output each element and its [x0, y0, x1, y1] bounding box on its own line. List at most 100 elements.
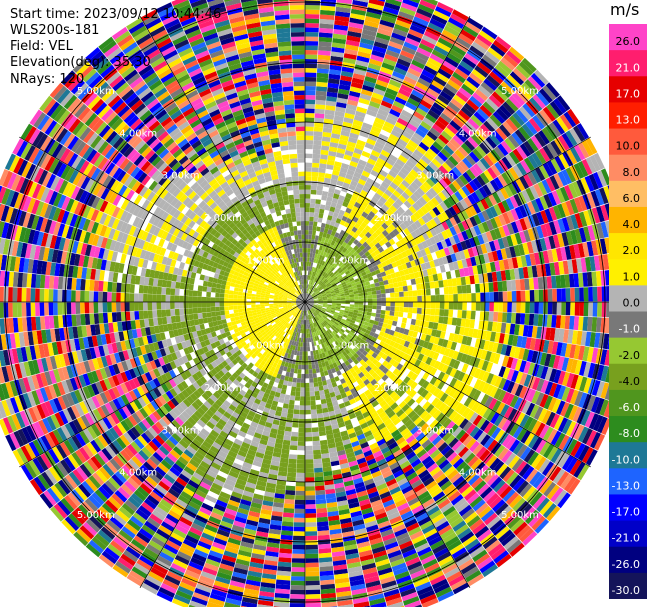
velocity-gate — [395, 225, 404, 233]
velocity-gate — [465, 336, 473, 346]
velocity-gate — [298, 364, 302, 370]
velocity-gate — [565, 457, 578, 473]
velocity-gate — [308, 304, 313, 308]
velocity-gate — [335, 265, 340, 271]
velocity-gate — [309, 298, 314, 301]
velocity-gate — [465, 364, 473, 375]
velocity-gate — [490, 412, 500, 425]
velocity-gate — [474, 88, 489, 101]
velocity-gate — [377, 218, 385, 226]
velocity-gate — [476, 245, 484, 255]
velocity-gate — [449, 48, 464, 61]
velocity-gate — [387, 197, 396, 205]
velocity-gate — [361, 228, 369, 235]
velocity-gate — [345, 329, 351, 334]
velocity-gate — [501, 280, 508, 292]
velocity-gate — [474, 189, 485, 201]
velocity-gate — [285, 390, 291, 396]
velocity-gate — [391, 220, 400, 229]
velocity-gate — [311, 180, 318, 186]
velocity-gate — [492, 111, 506, 124]
velocity-gate — [374, 242, 382, 249]
velocity-gate — [381, 336, 388, 343]
velocity-gate — [367, 302, 373, 306]
velocity-gate — [313, 305, 318, 309]
velocity-gate — [318, 236, 323, 242]
velocity-gate — [523, 449, 536, 463]
velocity-gate — [565, 288, 571, 302]
velocity-gate — [322, 186, 330, 192]
velocity-gate — [398, 286, 404, 292]
velocity-gate — [435, 72, 450, 83]
velocity-gate — [432, 352, 440, 361]
velocity-gate — [315, 498, 327, 505]
velocity-gate — [288, 454, 297, 460]
velocity-gate — [494, 227, 502, 239]
velocity-gate — [508, 46, 525, 61]
velocity-gate — [385, 0, 402, 7]
velocity-gate — [482, 407, 493, 420]
velocity-gate — [286, 385, 292, 391]
velocity-gate — [394, 121, 406, 131]
velocity-gate — [309, 299, 314, 302]
velocity-gate — [537, 277, 544, 290]
velocity-gate — [456, 352, 464, 362]
velocity-gate — [467, 266, 474, 276]
velocity-gate — [318, 172, 326, 178]
velocity-gate — [336, 325, 342, 331]
velocity-gate — [460, 106, 474, 118]
velocity-gate — [318, 213, 324, 219]
velocity-gate — [465, 318, 471, 328]
velocity-gate — [347, 275, 354, 280]
velocity-gate — [407, 67, 421, 78]
velocity-gate — [542, 340, 550, 353]
velocity-gate — [322, 304, 328, 307]
velocity-gate — [390, 306, 395, 312]
velocity-gate — [593, 414, 604, 432]
velocity-gate — [325, 233, 331, 239]
velocity-gate — [350, 262, 356, 268]
velocity-gate — [330, 55, 344, 62]
velocity-gate — [461, 407, 472, 418]
velocity-gate — [546, 160, 558, 175]
velocity-gate — [342, 283, 347, 288]
velocity-gate — [424, 134, 435, 145]
velocity-gate — [319, 265, 324, 270]
velocity-gate — [387, 185, 396, 194]
velocity-gate — [466, 284, 472, 294]
velocity-gate — [370, 149, 381, 158]
velocity-gate — [328, 146, 338, 153]
velocity-gate — [305, 0, 321, 6]
velocity-gate — [392, 28, 408, 38]
velocity-gate — [365, 71, 379, 80]
velocity-gate — [305, 203, 310, 208]
velocity-gate — [418, 158, 429, 168]
velocity-gate — [311, 167, 319, 173]
velocity-gate — [565, 231, 574, 246]
velocity-gate — [374, 348, 381, 355]
velocity-gate — [345, 297, 350, 300]
velocity-gate — [531, 420, 542, 435]
velocity-gate — [305, 99, 316, 105]
velocity-gate — [505, 118, 518, 132]
velocity-gate — [493, 203, 503, 216]
velocity-gate — [322, 285, 327, 289]
velocity-gate — [305, 68, 317, 73]
velocity-gate — [283, 435, 291, 441]
velocity-gate — [305, 216, 310, 222]
velocity-gate — [520, 159, 531, 174]
velocity-gate — [510, 279, 517, 291]
velocity-gate — [497, 416, 508, 429]
velocity-gate — [318, 254, 323, 260]
velocity-gate — [323, 118, 334, 125]
velocity-gate — [487, 341, 495, 352]
velocity-gate — [331, 293, 336, 297]
velocity-gate — [335, 203, 342, 210]
velocity-gate — [378, 317, 385, 323]
velocity-gate — [524, 432, 535, 447]
velocity-gate — [488, 133, 501, 146]
velocity-gate — [435, 345, 442, 354]
velocity-gate — [357, 256, 364, 263]
velocity-gate — [460, 318, 467, 327]
velocity-gate — [340, 263, 346, 269]
